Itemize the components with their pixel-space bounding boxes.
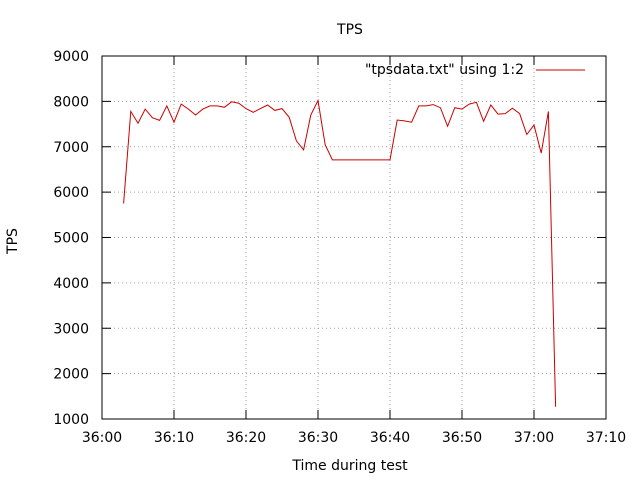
y-tick-label: 1000 — [53, 412, 89, 428]
x-tick-label: 37:10 — [586, 430, 626, 446]
x-tick-label: 37:00 — [514, 430, 554, 446]
y-tick-label: 2000 — [53, 367, 89, 383]
y-axis: 1000 2000 3000 4000 5000 6000 7000 8000 9000 — [53, 49, 606, 428]
y-tick-label: 6000 — [53, 185, 89, 201]
legend: "tpsdata.txt" using 1:2 — [365, 62, 585, 78]
x-tick-label: 36:20 — [226, 430, 266, 446]
y-tick-label: 7000 — [53, 140, 89, 156]
grid-lines — [102, 56, 606, 419]
x-axis: 36:00 36:10 36:20 36:30 36:40 36:50 37:00 37:10 — [82, 56, 626, 446]
x-tick-label: 36:00 — [82, 430, 122, 446]
x-tick-label: 36:40 — [370, 430, 410, 446]
series-line — [123, 98, 557, 407]
y-tick-label: 9000 — [53, 49, 89, 65]
x-axis-label: Time during test — [291, 458, 408, 474]
y-tick-label: 3000 — [53, 321, 89, 337]
y-tick-label: 8000 — [53, 94, 89, 110]
y-tick-label: 4000 — [53, 276, 89, 292]
x-tick-label: 36:30 — [298, 430, 338, 446]
y-axis-label: TPS — [5, 228, 21, 255]
legend-label: "tpsdata.txt" using 1:2 — [365, 62, 524, 78]
y-tick-label: 5000 — [53, 231, 89, 247]
x-tick-label: 36:10 — [154, 430, 194, 446]
chart-title: TPS — [336, 22, 363, 38]
x-tick-label: 36:50 — [442, 430, 482, 446]
